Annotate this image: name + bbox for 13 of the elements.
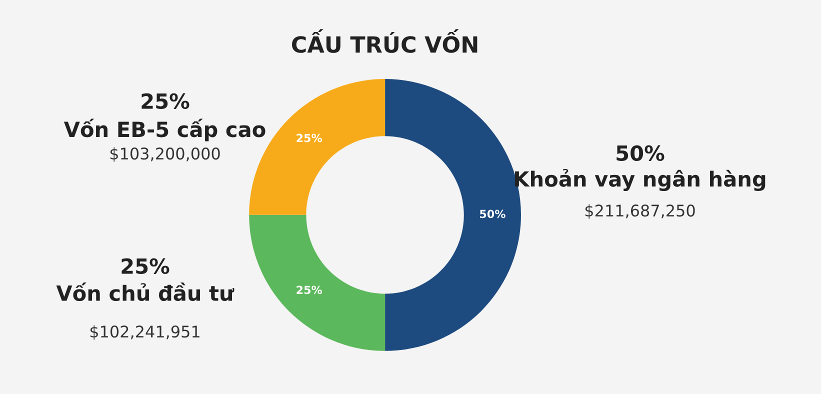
text: $211,687,250 [585,204,695,219]
text: 25% [122,258,170,274]
data-label: 25% [296,134,322,142]
text: 25% [142,93,190,110]
slice-label: Vốn EB-5 cấp cao [64,118,266,142]
data-label: 25% [296,286,322,294]
text: $102,241,951 [90,325,200,340]
text: $103,200,000 [110,147,220,162]
text: 50% [616,145,664,162]
chart-title: CẤU TRÚC VỐN [292,29,478,53]
data-label: 50% [480,210,506,218]
slice-label: Khoản vay ngân hàng [515,168,766,192]
slice-label: Vốn chủ đầu tư [56,282,234,302]
